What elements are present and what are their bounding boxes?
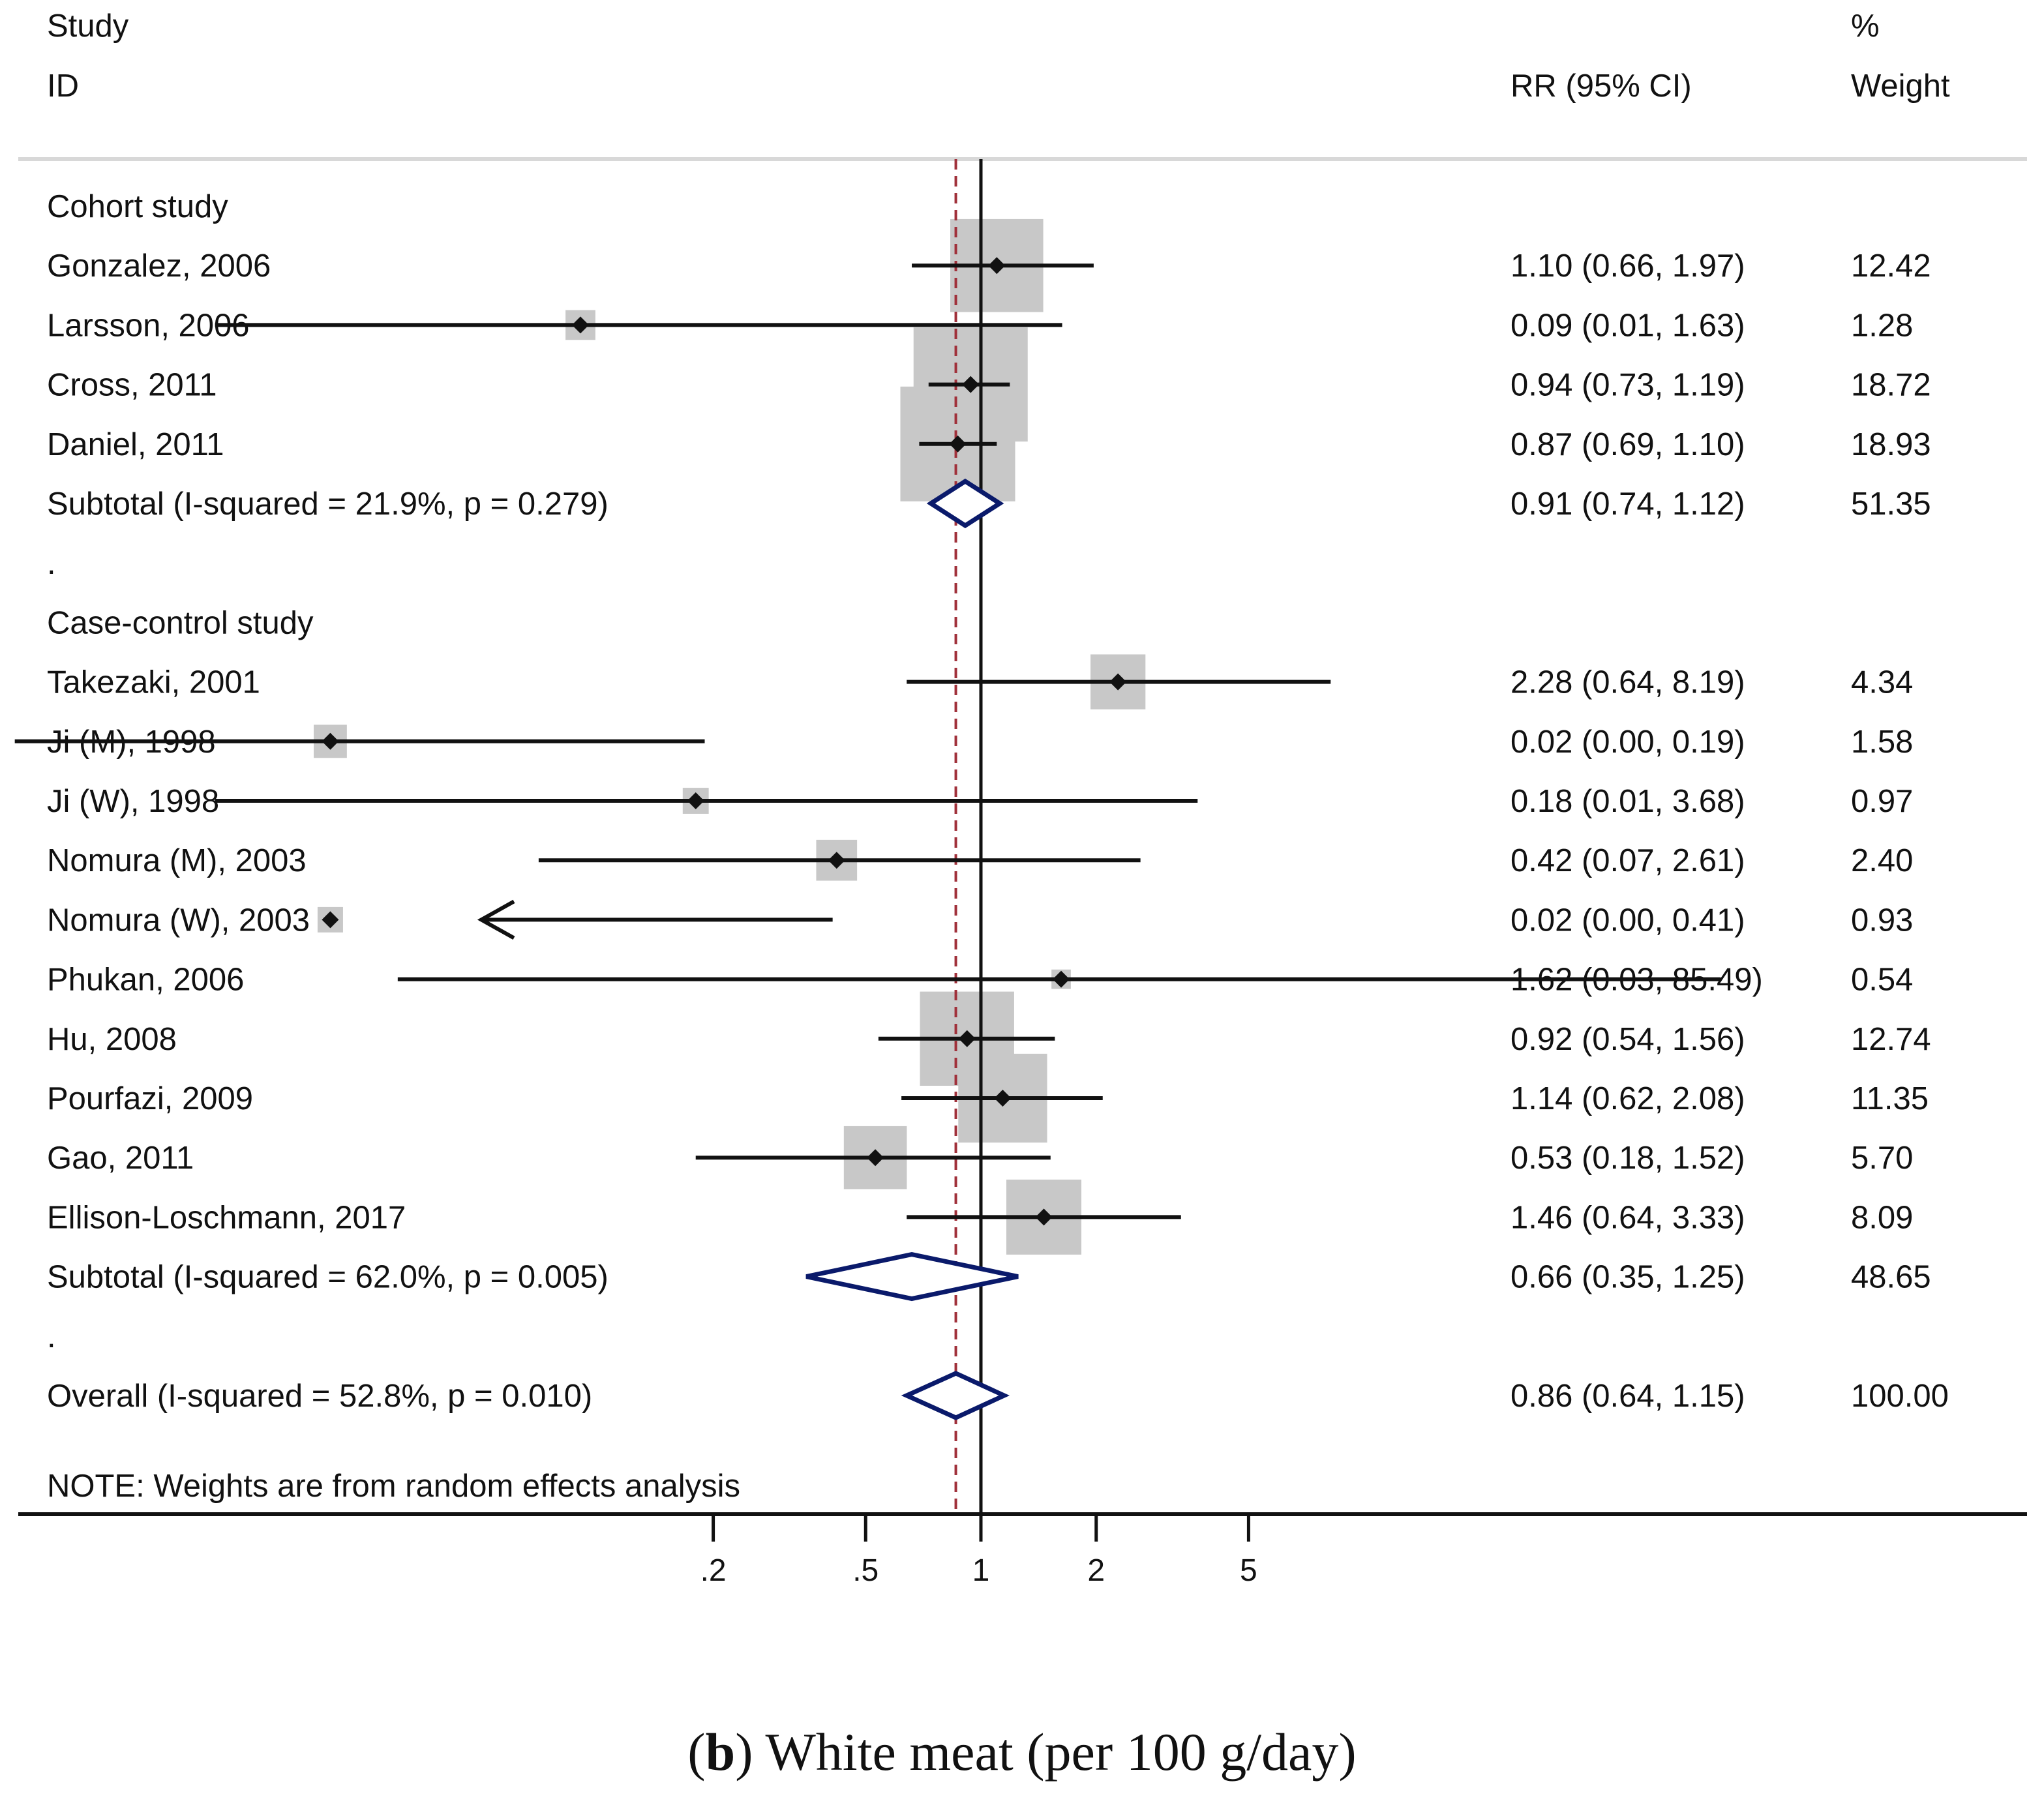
point-estimate <box>322 732 339 750</box>
point-estimate <box>1053 970 1070 988</box>
subtotal-diamond <box>805 1252 1019 1302</box>
weight-text: 12.42 <box>1851 248 1931 284</box>
study-label: Gao, 2011 <box>47 1141 194 1176</box>
overall-label: Overall (I-squared = 52.8%, p = 0.010) <box>47 1379 592 1414</box>
ci-text: 0.18 (0.01, 3.68) <box>1510 784 1745 819</box>
header-rr: RR (95% CI) <box>1510 68 1692 104</box>
study-label: Ji (W), 1998 <box>47 784 219 819</box>
weight-text: 18.93 <box>1851 427 1931 462</box>
weight-text: 48.65 <box>1851 1260 1931 1295</box>
study-label: Pourfazi, 2009 <box>47 1081 253 1116</box>
study-label: Takezaki, 2001 <box>47 665 260 700</box>
header-study: Study <box>47 8 129 44</box>
point-estimate <box>1035 1208 1053 1226</box>
ci-text: 1.10 (0.66, 1.97) <box>1510 248 1745 284</box>
weight-text: 1.28 <box>1851 308 1913 343</box>
study-label: Ji (M), 1998 <box>47 724 216 760</box>
study-label: Hu, 2008 <box>47 1022 177 1057</box>
x-tick-label: 2 <box>1087 1553 1105 1588</box>
study-label: Cross, 2011 <box>47 368 217 403</box>
ci-text: 0.09 (0.01, 1.63) <box>1510 308 1745 343</box>
weight-text: 51.35 <box>1851 486 1931 522</box>
weight-text: 18.72 <box>1851 368 1931 403</box>
ci-text: 0.94 (0.73, 1.19) <box>1510 368 1745 403</box>
study-label: Daniel, 2011 <box>47 427 224 462</box>
study-label: Ellison-Loschmann, 2017 <box>47 1200 406 1235</box>
ci-text: 0.66 (0.35, 1.25) <box>1510 1260 1745 1295</box>
overall-diamond <box>901 1371 1010 1420</box>
caption-panel-letter: b <box>705 1722 736 1782</box>
x-tick-label: 1 <box>972 1553 990 1588</box>
x-tick-label: .5 <box>852 1553 879 1588</box>
ci-text: 1.14 (0.62, 2.08) <box>1510 1081 1745 1116</box>
figure-caption: (b) White meat (per 100 g/day) <box>687 1722 1357 1782</box>
point-estimate <box>1109 673 1127 691</box>
weight-text: 0.93 <box>1851 903 1913 938</box>
point-estimate <box>867 1149 884 1167</box>
ci-text: 0.42 (0.07, 2.61) <box>1510 843 1745 878</box>
study-label: Nomura (M), 2003 <box>47 843 307 878</box>
point-estimate <box>571 316 589 334</box>
ci-text: 1.46 (0.64, 3.33) <box>1510 1200 1745 1235</box>
ci-text: 2.28 (0.64, 8.19) <box>1510 665 1745 700</box>
header-id: ID <box>47 68 79 104</box>
study-label: Larsson, 2006 <box>47 308 250 343</box>
point-estimate <box>828 852 845 869</box>
point-estimate <box>962 376 980 393</box>
ci-text: 0.53 (0.18, 1.52) <box>1510 1141 1745 1176</box>
weight-text: 11.35 <box>1851 1081 1929 1116</box>
study-label: Phukan, 2006 <box>47 963 244 998</box>
x-tick-label: .2 <box>700 1553 727 1588</box>
point-estimate <box>988 257 1006 275</box>
header: Study ID RR (95% CI) % Weight <box>18 8 2027 161</box>
spacer-dot: . <box>47 546 56 581</box>
study-label: Nomura (W), 2003 <box>47 903 310 938</box>
weight-text: 8.09 <box>1851 1200 1913 1235</box>
weight-text: 0.54 <box>1851 963 1913 998</box>
weight-text: 1.58 <box>1851 724 1913 760</box>
ci-text: 0.92 (0.54, 1.56) <box>1510 1022 1745 1057</box>
caption-text: White meat (per 100 g/day) <box>765 1722 1357 1782</box>
point-estimate <box>949 435 967 453</box>
group-label: Cohort study <box>47 189 228 224</box>
ci-text: 0.02 (0.00, 0.41) <box>1510 903 1745 938</box>
weight-text: 12.74 <box>1851 1022 1931 1057</box>
weight-text: 2.40 <box>1851 843 1913 878</box>
ci-text: 0.02 (0.00, 0.19) <box>1510 724 1745 760</box>
ci-text: 0.86 (0.64, 1.15) <box>1510 1379 1745 1414</box>
note-text: NOTE: Weights are from random effects an… <box>47 1469 740 1504</box>
subtotal-diamond <box>926 478 1004 529</box>
point-estimate <box>958 1030 976 1047</box>
subtotal-label: Subtotal (I-squared = 62.0%, p = 0.005) <box>47 1260 609 1295</box>
study-label: Gonzalez, 2006 <box>47 248 271 284</box>
ci-text: 0.87 (0.69, 1.10) <box>1510 427 1745 462</box>
weight-text: 100.00 <box>1851 1379 1949 1414</box>
ci-text: 0.91 (0.74, 1.12) <box>1510 486 1745 522</box>
weight-text: 0.97 <box>1851 784 1913 819</box>
header-weight: Weight <box>1851 68 1950 104</box>
header-percent: % <box>1851 8 1880 44</box>
x-tick-label: 5 <box>1240 1553 1257 1588</box>
group-label: Case-control study <box>47 605 314 640</box>
point-estimate <box>994 1090 1012 1107</box>
ci-arrow-left <box>477 899 515 940</box>
spacer-dot: . <box>47 1319 56 1354</box>
weight-text: 4.34 <box>1851 665 1913 700</box>
subtotal-label: Subtotal (I-squared = 21.9%, p = 0.279) <box>47 486 609 522</box>
weight-text: 5.70 <box>1851 1141 1913 1176</box>
ci-text: 1.62 (0.03, 85.49) <box>1510 963 1763 998</box>
point-estimate <box>687 792 704 809</box>
x-axis: .2 .5 1 2 5 <box>18 1512 2027 1588</box>
point-estimate <box>322 911 339 929</box>
